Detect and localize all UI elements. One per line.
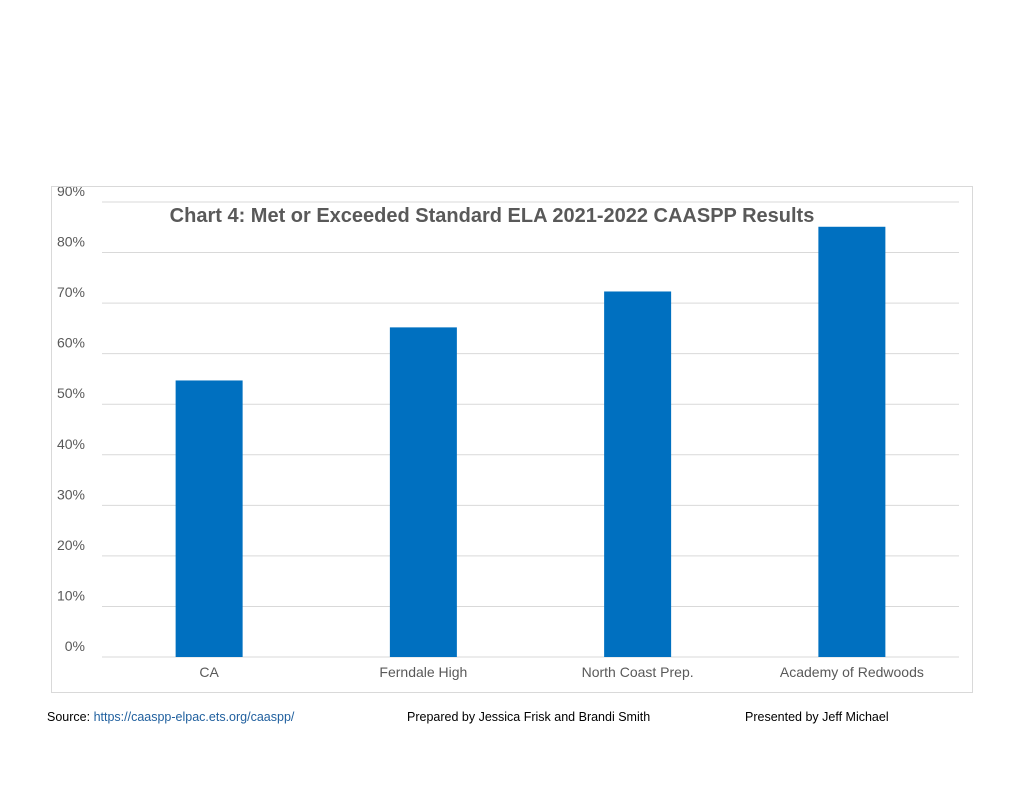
presented-by-note: Presented by Jeff Michael (745, 710, 889, 724)
x-axis-ticks: CA Ferndale High North Coast Prep. Academy … (199, 664, 923, 680)
bar-chart: 0% 10% 20% 30% 40% 50% 60% 70% 80% 90% CA Ferndale… (57, 187, 959, 680)
prepared-by-note: Prepared by Jessica Frisk and Brandi Smi… (407, 710, 651, 724)
bars (175, 226, 886, 657)
x-tick-label: North Coast Prep. (582, 664, 694, 680)
y-tick-label: 10% (57, 587, 85, 603)
bar (175, 380, 243, 657)
y-tick-label: 40% (57, 436, 85, 452)
gridlines (102, 201, 959, 658)
chart-title: Chart 4: Met or Exceeded Standard ELA 20… (170, 205, 815, 227)
y-axis-ticks: 0% 10% 20% 30% 40% 50% 60% 70% 80% 90% (57, 187, 85, 654)
y-tick-label: 80% (57, 234, 85, 250)
y-tick-label: 20% (57, 537, 85, 553)
y-tick-label: 30% (57, 486, 85, 502)
x-tick-label: Academy of Redwoods (780, 664, 924, 680)
footer: Source: https://caaspp-elpac.ets.org/caa… (0, 710, 1024, 730)
bar (604, 291, 672, 657)
y-tick-label: 0% (65, 638, 85, 654)
y-tick-label: 60% (57, 335, 85, 351)
y-tick-label: 50% (57, 385, 85, 401)
x-tick-label: Ferndale High (379, 664, 467, 680)
bar (389, 327, 457, 657)
y-tick-label: 70% (57, 284, 85, 300)
source-note: Source: https://caaspp-elpac.ets.org/caa… (47, 710, 294, 724)
source-label: Source: (47, 710, 94, 724)
chart-frame: 0% 10% 20% 30% 40% 50% 60% 70% 80% 90% CA Ferndale… (51, 186, 973, 693)
x-tick-label: CA (199, 664, 219, 680)
y-tick-label: 90% (57, 187, 85, 199)
bar (818, 226, 886, 657)
source-link[interactable]: https://caaspp-elpac.ets.org/caaspp/ (93, 710, 295, 724)
